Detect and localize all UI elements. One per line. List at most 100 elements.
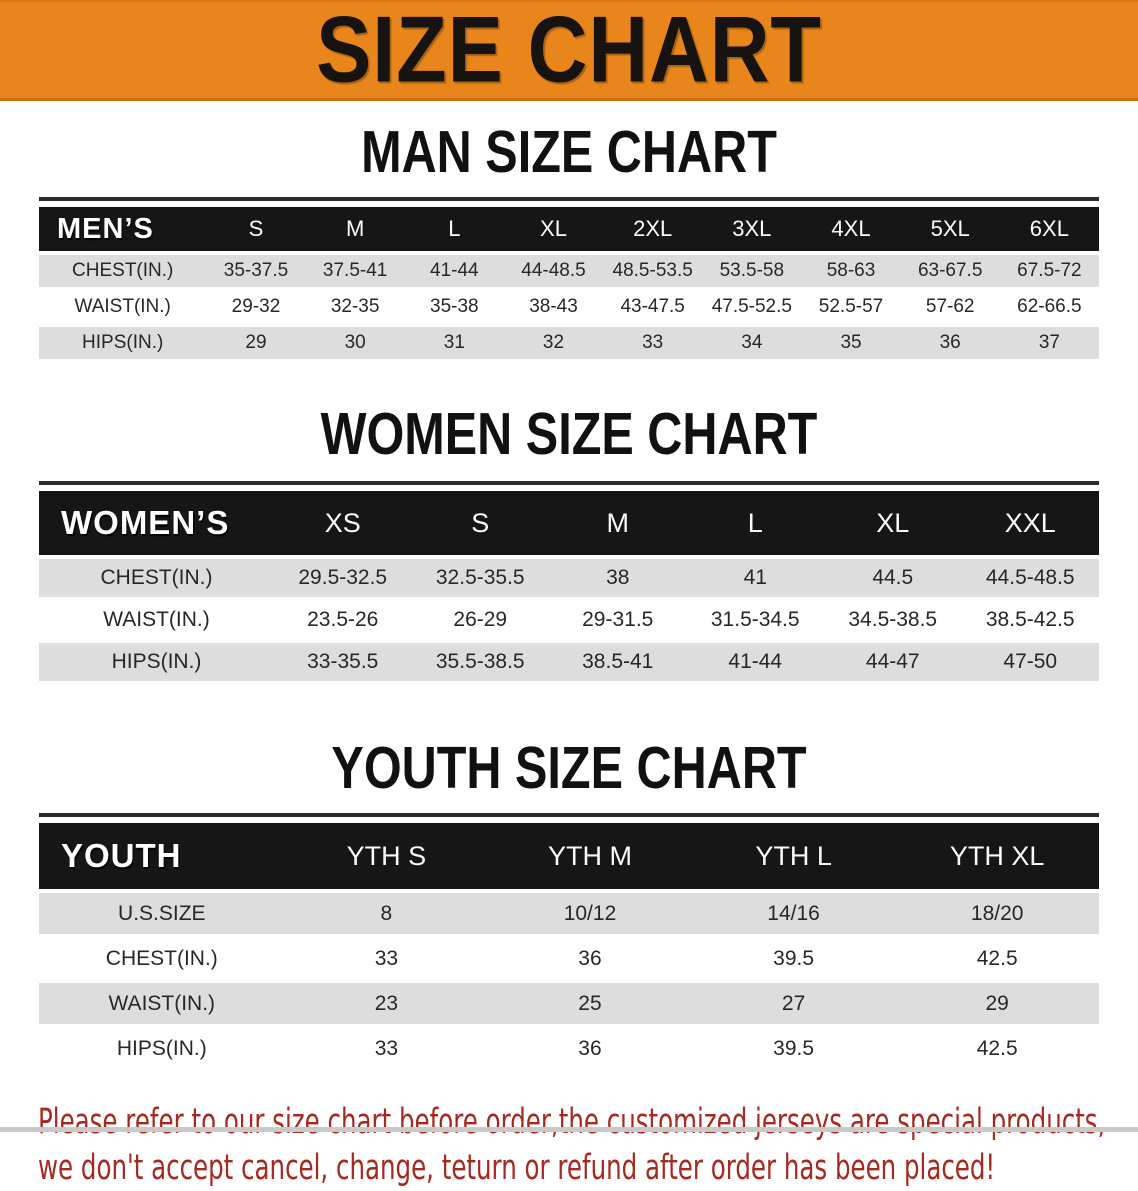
measurement-label: CHEST(IN.) (39, 559, 274, 597)
measurement-label: CHEST(IN.) (39, 255, 207, 287)
measurement-value: 29.5-32.5 (274, 559, 412, 597)
measurement-value: 38-43 (503, 291, 604, 323)
table-group-label: YOUTH (39, 823, 285, 889)
size-column-header: 2XL (603, 207, 703, 251)
measurement-value: 36 (488, 938, 692, 979)
measurement-value: 44-47 (824, 643, 962, 681)
measurement-label: CHEST(IN.) (39, 938, 285, 979)
measurement-value: 47-50 (961, 643, 1099, 681)
measurement-row: HIPS(IN.) 29 30 31 32 33 34 35 36 37 (39, 327, 1099, 359)
measurement-value: 42.5 (895, 938, 1099, 979)
measurement-value: 29 (206, 327, 306, 359)
size-column-header: 5XL (900, 207, 1000, 251)
bottom-edge-strip (0, 1127, 1138, 1132)
measurement-value: 42.5 (895, 1028, 1099, 1069)
table-top-border (39, 481, 1099, 485)
measurement-value: 34.5-38.5 (824, 601, 962, 639)
measurement-value: 32.5-35.5 (411, 559, 549, 597)
measurement-value: 23 (284, 983, 489, 1024)
measurement-value: 29-31.5 (549, 601, 687, 639)
measurement-row: WAIST(IN.) 29-32 32-35 35-38 38-43 43-47.5 47.… (39, 291, 1099, 323)
measurement-row: WAIST(IN.) 23 25 27 29 (39, 983, 1099, 1024)
measurement-value: 14/16 (691, 893, 896, 934)
measurement-label: WAIST(IN.) (39, 983, 285, 1024)
measurement-label: U.S.SIZE (39, 893, 285, 934)
measurement-value: 38 (549, 559, 687, 597)
size-column-header: XS (274, 491, 412, 555)
size-column-header: L (404, 207, 504, 251)
measurement-value: 41 (686, 559, 824, 597)
man-section-heading: MAN SIZE CHART (0, 119, 1138, 185)
size-column-header: YTH XL (895, 823, 1099, 889)
size-column-header: 4XL (801, 207, 901, 251)
size-column-header: L (686, 491, 824, 555)
measurement-value: 35-37.5 (206, 255, 306, 287)
size-column-header: XXL (961, 491, 1099, 555)
table-header-row: WOMEN’S XS S M L XL XXL (39, 491, 1099, 555)
measurement-label: HIPS(IN.) (39, 1028, 285, 1069)
measurement-value: 48.5-53.5 (603, 255, 703, 287)
disclaimer-line-2: we don't accept cancel, change, teturn o… (38, 1148, 996, 1188)
size-column-header: 6XL (999, 207, 1099, 251)
measurement-value: 25 (488, 983, 692, 1024)
measurement-value: 39.5 (691, 1028, 896, 1069)
measurement-value: 32 (503, 327, 604, 359)
measurement-label: HIPS(IN.) (39, 643, 274, 681)
table-group-label: MEN’S (39, 207, 207, 251)
measurement-value: 35 (801, 327, 901, 359)
measurement-value: 57-62 (900, 291, 1000, 323)
measurement-value: 26-29 (411, 601, 549, 639)
measurement-row: HIPS(IN.) 33-35.5 35.5-38.5 38.5-41 41-44 44-… (39, 643, 1099, 681)
measurement-value: 62-66.5 (999, 291, 1099, 323)
measurement-value: 58-63 (801, 255, 901, 287)
table-top-border (39, 813, 1099, 817)
measurement-value: 39.5 (691, 938, 896, 979)
measurement-value: 44.5 (824, 559, 962, 597)
measurement-value: 38.5-42.5 (961, 601, 1099, 639)
measurement-value: 38.5-41 (549, 643, 687, 681)
measurement-value: 33-35.5 (274, 643, 412, 681)
measurement-row: U.S.SIZE 8 10/12 14/16 18/20 (39, 893, 1099, 934)
measurement-value: 27 (691, 983, 896, 1024)
men-size-table: MEN’S S M L XL 2XL 3XL 4XL 5XL 6XL CHEST(IN.) 35-37… (39, 197, 1099, 363)
measurement-value: 35-38 (404, 291, 504, 323)
size-column-header: XL (824, 491, 962, 555)
youth-section-heading-text: YOUTH SIZE CHART (331, 735, 807, 801)
measurement-row: CHEST(IN.) 35-37.5 37.5-41 41-44 44-48.5 48.5… (39, 255, 1099, 287)
measurement-value: 33 (284, 1028, 489, 1069)
measurement-value: 36 (900, 327, 1000, 359)
measurement-value: 18/20 (895, 893, 1099, 934)
size-column-header: YTH S (284, 823, 489, 889)
table-header-row: MEN’S S M L XL 2XL 3XL 4XL 5XL 6XL (39, 207, 1099, 251)
youth-section-heading: YOUTH SIZE CHART (0, 735, 1138, 801)
women-section-heading: WOMEN SIZE CHART (0, 404, 1138, 463)
size-table-grid: WOMEN’S XS S M L XL XXL CHEST(IN.) 29.5-32.5 32.5… (39, 487, 1099, 685)
measurement-value: 30 (305, 327, 405, 359)
measurement-value: 44-48.5 (503, 255, 604, 287)
size-column-header: S (411, 491, 549, 555)
measurement-value: 52.5-57 (801, 291, 901, 323)
size-chart-banner: SIZE CHART (0, 0, 1138, 101)
measurement-value: 32-35 (305, 291, 405, 323)
measurement-value: 41-44 (686, 643, 824, 681)
table-top-border (39, 197, 1099, 201)
measurement-value: 63-67.5 (900, 255, 1000, 287)
measurement-value: 67.5-72 (999, 255, 1099, 287)
man-section-heading-text: MAN SIZE CHART (361, 119, 777, 185)
measurement-value: 37.5-41 (305, 255, 405, 287)
size-table-grid: MEN’S S M L XL 2XL 3XL 4XL 5XL 6XL CHEST(IN.) 35-37… (39, 203, 1099, 363)
size-column-header: M (305, 207, 405, 251)
measurement-value: 31.5-34.5 (686, 601, 824, 639)
measurement-value: 53.5-58 (702, 255, 802, 287)
measurement-value: 33 (603, 327, 703, 359)
measurement-value: 34 (702, 327, 802, 359)
table-group-label: WOMEN’S (39, 491, 274, 555)
size-table-grid: YOUTH YTH S YTH M YTH L YTH XL U.S.SIZE 8 10/12… (39, 819, 1099, 1073)
measurement-row: CHEST(IN.) 29.5-32.5 32.5-35.5 38 41 44.5 44.5… (39, 559, 1099, 597)
women-size-table: WOMEN’S XS S M L XL XXL CHEST(IN.) 29.5-32.5 32.5… (39, 481, 1099, 685)
measurement-value: 47.5-52.5 (702, 291, 802, 323)
youth-size-table: YOUTH YTH S YTH M YTH L YTH XL U.S.SIZE 8 10/12… (39, 813, 1099, 1073)
measurement-value: 29-32 (206, 291, 306, 323)
table-header-row: YOUTH YTH S YTH M YTH L YTH XL (39, 823, 1099, 889)
measurement-label: HIPS(IN.) (39, 327, 207, 359)
